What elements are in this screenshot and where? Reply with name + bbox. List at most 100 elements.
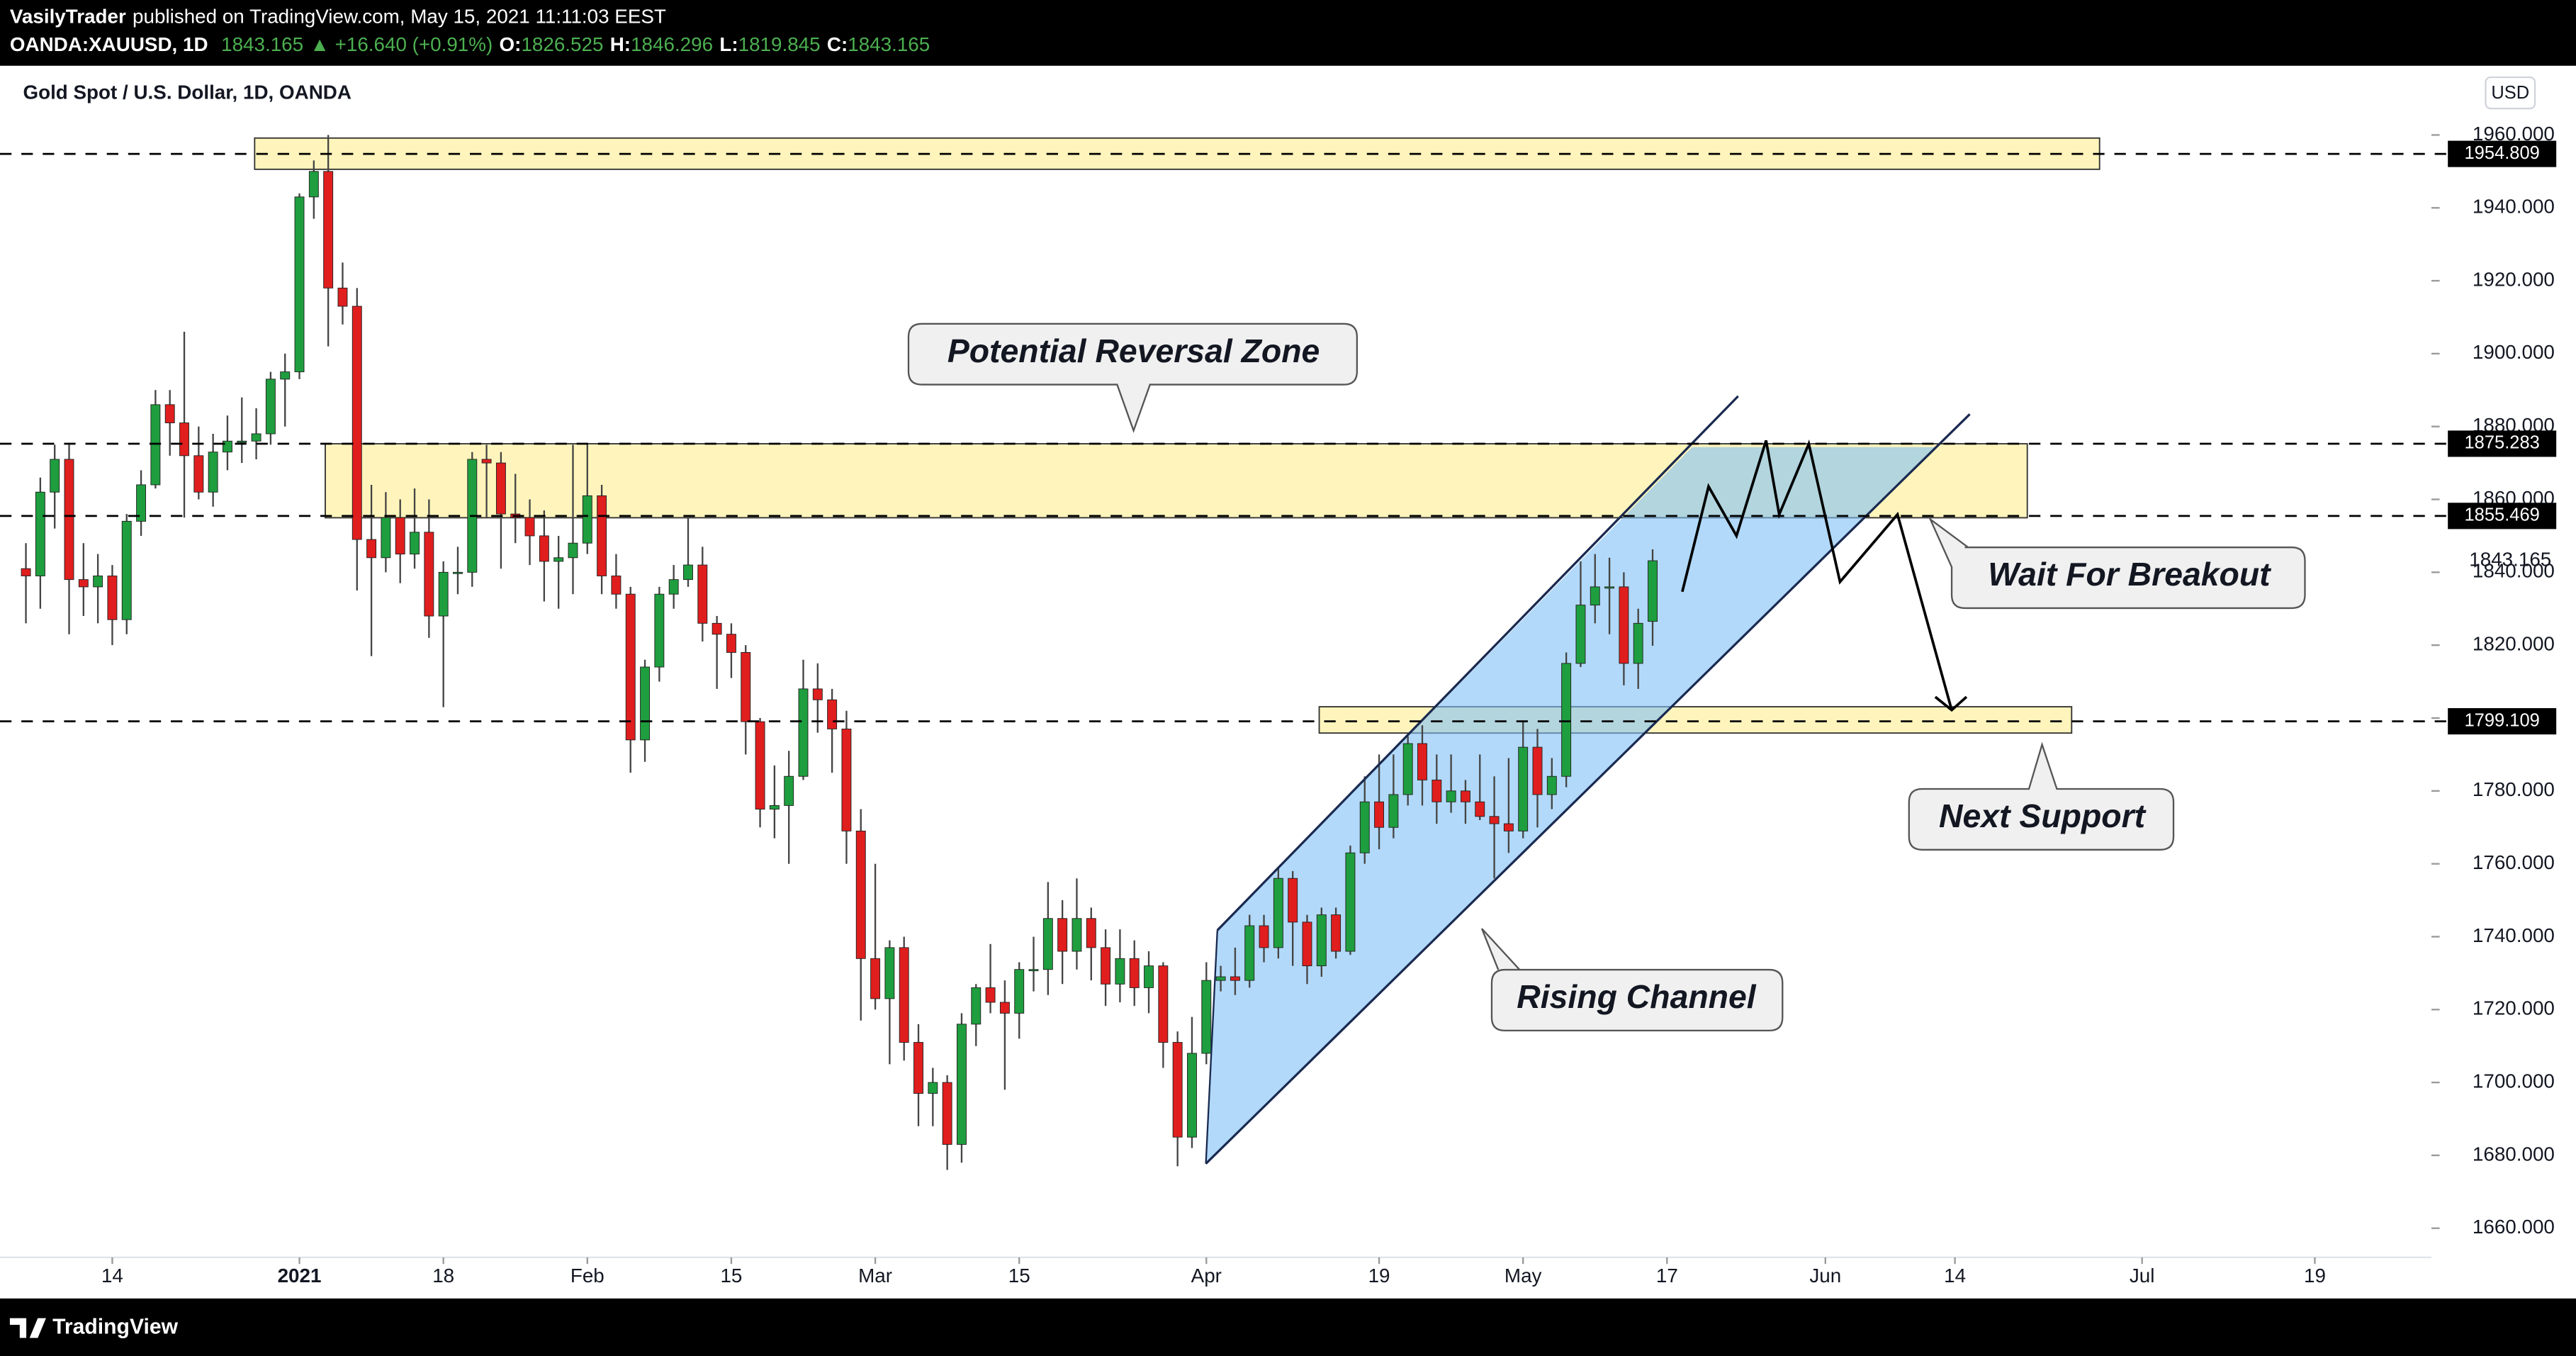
x-tick-label: 19 [1368,1265,1390,1287]
candle-body [438,571,449,617]
candle-body [568,542,578,559]
candle-body [121,520,132,620]
candle-body [1273,878,1283,948]
x-tick-label: 15 [720,1265,742,1287]
channel-upper [1216,395,1739,931]
candle-body [150,404,161,486]
candle-body [1086,918,1096,948]
ohlc-value: 1843.165 [848,33,930,55]
candle-body [597,495,607,576]
candle-body [410,532,420,555]
candle-body [1374,801,1385,828]
candle-body [495,462,506,515]
candle-body [294,196,305,373]
candle-body [35,491,45,576]
channel-lower [1205,413,1971,1165]
candle-body [1172,1042,1183,1138]
drawings: Potential Reversal Zone Wait For Breakou… [907,323,2306,1165]
candle-body [1302,921,1312,967]
candle-body [899,947,909,1043]
candle-body [1604,586,1615,589]
x-tick-label: 18 [432,1265,454,1287]
candle-body [50,459,60,493]
candle-body [1446,790,1456,802]
candle-body [1042,918,1053,970]
callout: Rising Channel [1517,978,1756,1015]
candle-body [1072,918,1082,952]
candle-body [481,459,492,464]
candle-body [928,1082,938,1094]
x-tick-label: Feb [570,1265,604,1287]
author: VasilyTrader [10,6,126,28]
candle-body [812,688,823,700]
y-tick-label: 1720.000 [2473,997,2555,1019]
candle-body [524,517,535,537]
level-label: 1875.283 [2465,433,2540,453]
callout: Next Support [1939,797,2147,834]
candle-body [712,622,722,635]
candle-body [1129,958,1140,988]
candle-body [78,579,89,588]
candle-body [1187,1053,1197,1138]
candle-body [985,987,996,1003]
candle-body [683,564,693,581]
last-price: 1843.165 [221,33,303,55]
candle-body [381,517,391,559]
ohlc-value: 1846.296 [631,33,713,55]
candle-body [308,171,319,198]
candle-body [870,958,881,999]
y-tick-label: 1760.000 [2473,851,2555,873]
x-tick-label: 14 [1944,1265,1966,1287]
candle-body [1402,743,1413,795]
candle-body [1144,965,1154,988]
header-line-1: VasilyTrader published on TradingView.com… [10,6,666,28]
level-label: 1855.469 [2465,505,2540,525]
candle-body [654,593,665,668]
x-tick-label: 15 [1008,1265,1030,1287]
candle-body [1201,980,1212,1054]
callout-box [907,323,1359,433]
y-tick-label: 1920.000 [2473,268,2555,290]
ohlc-value: 1819.845 [738,33,821,55]
y-tick-label: 1840.000 [2473,560,2555,582]
candle-body [784,775,794,806]
candle-body [1648,560,1658,622]
candle-body [1359,801,1370,853]
candle-body [1575,605,1586,664]
arrow-head [1934,695,1968,712]
candle-body [1288,878,1298,923]
candle-body [582,495,592,544]
candle-body [1230,976,1240,981]
x-tick-label: 17 [1656,1265,1678,1287]
candle-body [1417,743,1427,780]
y-tick-label: 1680.000 [2473,1143,2555,1165]
candle-body [1014,969,1025,1014]
last-price-label: 1843.165 [2469,548,2551,570]
candle-body [539,535,549,562]
candle-body [237,440,247,443]
candle-body [1158,965,1169,1043]
candle-body [798,688,809,777]
candle-body [1590,586,1600,606]
candle-body [999,1002,1010,1014]
candle-body [1432,779,1442,802]
candle-body [366,539,377,559]
y-tick-label: 1660.000 [2473,1216,2555,1238]
candle-body [668,579,679,595]
candle-body [1244,925,1255,981]
candle-body [1546,775,1557,795]
ohlc-label: C: [827,33,848,55]
candle-body [1101,947,1111,985]
channel-edge [1205,930,1218,1164]
candle-body [971,987,982,1025]
candle-body [1388,794,1399,828]
x-tick-label: Jun [1809,1265,1841,1287]
candle-body [726,634,736,653]
candle-body [1518,746,1529,831]
candle-body [1215,976,1226,981]
candle-body [1489,816,1500,824]
y-tick-label: 1780.000 [2473,778,2555,800]
candle-body [1331,914,1342,952]
y-tick-label: 1820.000 [2473,633,2555,655]
